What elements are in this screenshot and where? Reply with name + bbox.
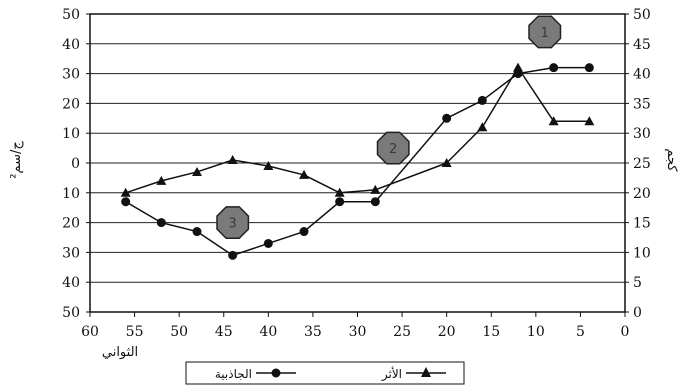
data-point-triangle	[334, 187, 345, 197]
legend-box	[185, 361, 465, 385]
left-y-tick-label: 10	[62, 186, 80, 202]
legend-entry-gravity: الجاذبية	[215, 367, 296, 381]
x-tick-label: 50	[170, 324, 188, 340]
left-y-tick-label: 30	[62, 67, 80, 83]
right-y-tick-label: 35	[633, 96, 651, 112]
data-point-triangle	[156, 175, 167, 185]
x-tick-label: 10	[527, 324, 545, 340]
data-point-triangle	[441, 158, 452, 167]
x-tick-label: 20	[438, 324, 456, 340]
data-point-triangle	[227, 155, 238, 165]
legend-label-gravity: الجاذبية	[215, 367, 252, 381]
left-y-axis-title: ج/سم²	[9, 141, 24, 179]
x-tick-label: 60	[81, 324, 99, 340]
legend-marker-circle	[271, 368, 281, 378]
annotation-badge: 2	[376, 131, 410, 165]
annotation-octagon	[216, 206, 250, 240]
x-tick-label: 5	[576, 324, 585, 340]
data-point-triangle	[370, 184, 381, 194]
left-y-tick-label: 20	[62, 216, 80, 232]
data-point-triangle	[120, 187, 131, 197]
x-tick-label: 45	[215, 324, 233, 340]
x-tick-label: 30	[349, 324, 367, 340]
annotation-label: 3	[229, 217, 237, 232]
right-y-tick-label: 40	[633, 67, 651, 83]
annotation-octagon	[376, 131, 410, 165]
right-y-tick-label: 45	[633, 37, 651, 53]
left-y-tick-label: 50	[62, 7, 80, 23]
x-tick-label: 35	[304, 324, 322, 340]
annotation-badge: 3	[216, 206, 250, 240]
data-point-triangle	[263, 160, 274, 170]
annotation-octagon	[528, 15, 562, 49]
data-point-circle	[192, 227, 202, 237]
x-tick-label: 40	[259, 324, 277, 340]
left-y-tick-label: 20	[62, 96, 80, 112]
x-axis-title: الثواني	[102, 345, 138, 360]
x-axis-ticks: 60 55 50 45 40 35 30 25 20 15 10 5 0	[81, 312, 629, 340]
x-tick-label: 55	[126, 324, 144, 340]
left-y-tick-label: 50	[62, 305, 80, 321]
annotation-badge: 1	[528, 15, 562, 49]
series-layer	[120, 62, 595, 260]
gridlines	[90, 43, 625, 283]
left-y-tick-label: 0	[71, 156, 80, 172]
right-y-tick-label: 50	[633, 7, 651, 23]
data-point-circle	[156, 218, 166, 228]
data-point-triangle	[513, 62, 523, 72]
left-y-tick-label: 10	[62, 126, 80, 142]
data-point-circle	[584, 63, 594, 73]
data-point-circle	[121, 197, 131, 207]
data-point-triangle	[584, 116, 595, 126]
right-y-tick-label: 10	[633, 245, 651, 261]
data-point-triangle	[548, 116, 559, 126]
right-y-tick-label: 5	[633, 275, 642, 291]
legend-marker-triangle	[421, 367, 431, 377]
legend-label-effect: الأثر	[381, 366, 402, 382]
data-point-circle	[263, 238, 273, 248]
right-y-tick-label: 25	[633, 156, 651, 172]
annotation-label: 2	[389, 142, 397, 157]
x-tick-label: 0	[621, 324, 630, 340]
legend-entry-effect: الأثر	[381, 366, 446, 382]
left-y-tick-label: 40	[62, 37, 80, 53]
left-y-tick-label: 40	[62, 275, 80, 291]
left-y-tick-label: 30	[62, 245, 80, 261]
data-point-circle	[513, 69, 523, 79]
x-tick-label: 25	[393, 324, 411, 340]
series-line-gravity	[125, 66, 590, 257]
right-y-tick-label: 15	[633, 216, 651, 232]
data-point-circle	[335, 197, 345, 207]
right-y-tick-label: 20	[633, 186, 651, 202]
data-point-circle	[299, 227, 309, 237]
right-y-tick-label: 30	[633, 126, 651, 142]
data-point-triangle	[299, 169, 309, 179]
data-point-triangle	[192, 166, 202, 176]
annotation-label: 1	[541, 26, 549, 41]
x-tick-label: 15	[482, 324, 500, 340]
left-y-axis-ticks: 50 40 30 20 10 0 10 20 30 40 50	[62, 7, 90, 321]
right-y-tick-label: 0	[633, 305, 642, 321]
data-point-circle	[370, 197, 380, 207]
data-point-circle	[477, 95, 487, 105]
data-point-circle	[549, 63, 559, 73]
data-point-circle	[442, 113, 452, 123]
data-point-triangle	[477, 122, 488, 132]
legend: الجاذبية الأثر	[185, 361, 465, 385]
annotations: 3 2 1	[216, 15, 562, 240]
right-y-axis-title: كجم	[664, 148, 679, 172]
data-point-circle	[228, 250, 238, 260]
